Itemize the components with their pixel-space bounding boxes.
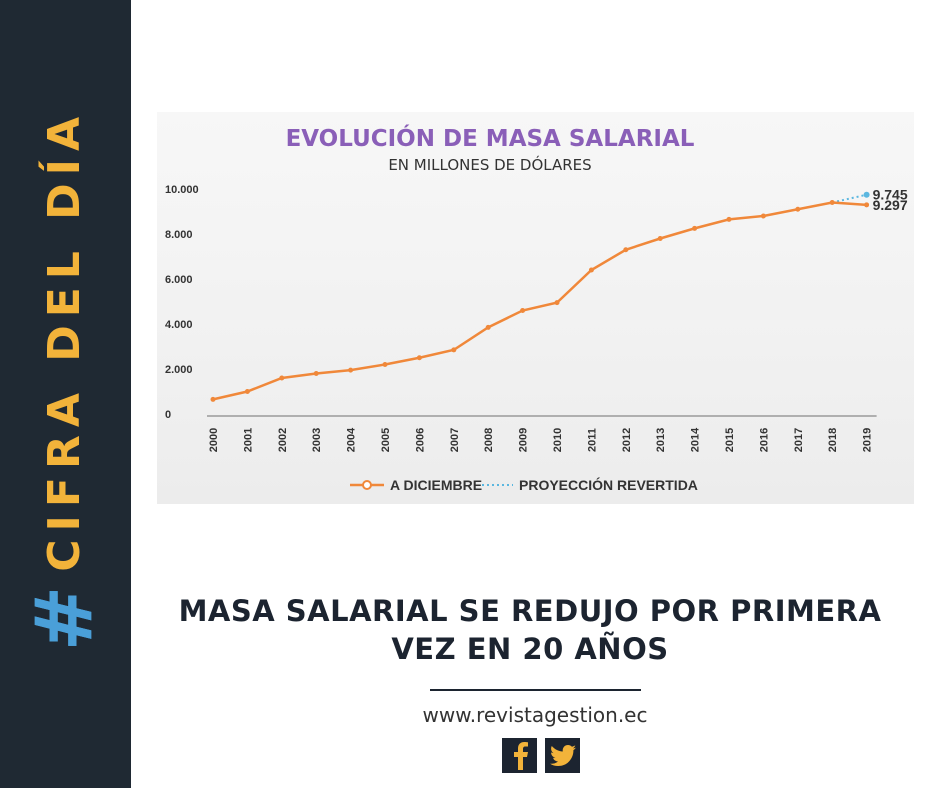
x-tick-label: 2002 — [277, 428, 289, 452]
social-links — [502, 738, 580, 773]
chart-legend: A DICIEMBRE PROYECCIÓN REVERTIDA — [350, 476, 698, 493]
data-point — [692, 225, 698, 231]
divider — [430, 689, 641, 691]
x-tick-label: 2005 — [380, 428, 392, 452]
x-tick-label: 2009 — [518, 428, 530, 452]
data-point — [451, 347, 457, 353]
data-point — [760, 213, 766, 219]
series-line-a-diciembre — [212, 201, 867, 401]
x-tick-label: 2016 — [758, 428, 770, 452]
website-link[interactable]: www.revistagestion.ec — [422, 703, 648, 727]
x-tick-label: 2013 — [655, 428, 667, 452]
data-point — [623, 247, 629, 253]
data-point — [244, 389, 250, 394]
legend-label-a-diciembre: A DICIEMBRE — [390, 477, 482, 493]
chart-subtitle: EN MILLONES DE DÓLARES — [388, 155, 591, 174]
data-point — [554, 300, 560, 306]
data-point — [795, 206, 801, 212]
x-tick-label: 2018 — [827, 428, 839, 452]
x-tick-label: 2000 — [208, 428, 220, 452]
data-point — [726, 216, 732, 222]
y-tick-label: 4.000 — [165, 319, 193, 331]
hashtag-icon: # — [20, 585, 110, 652]
y-tick-label: 0 — [165, 409, 171, 421]
sidebar: # CIFRA DEL DÍA — [0, 0, 131, 788]
data-point — [210, 396, 216, 402]
sidebar-title: CIFRA DEL DÍA — [39, 108, 90, 572]
legend-marker — [362, 480, 372, 490]
annotation-projection: 9.745 — [873, 187, 908, 203]
projection-line — [831, 193, 867, 204]
data-point — [313, 371, 319, 376]
data-point — [416, 355, 422, 361]
data-point — [864, 202, 870, 208]
y-tick-label: 8.000 — [165, 229, 193, 241]
facebook-icon — [513, 741, 528, 770]
x-tick-label: 2007 — [449, 428, 461, 452]
data-point — [520, 308, 526, 313]
cifra-del-dia-label: # CIFRA DEL DÍA — [20, 108, 110, 652]
data-point — [382, 362, 388, 367]
data-point — [485, 324, 491, 330]
y-tick-label: 10.000 — [165, 184, 199, 196]
projection-point — [863, 191, 870, 198]
chart-title: EVOLUCIÓN DE MASA SALARIAL — [286, 124, 695, 152]
data-point — [348, 367, 354, 373]
data-point — [279, 375, 285, 381]
data-point — [657, 236, 663, 241]
x-tick-label: 2011 — [586, 428, 598, 452]
y-tick-label: 2.000 — [165, 364, 193, 376]
x-tick-label: 2001 — [242, 428, 254, 452]
x-tick-label: 2017 — [793, 428, 805, 452]
x-tick-label: 2003 — [311, 428, 323, 452]
chart-axes: 0 2.000 4.000 6.000 8.000 10.000 2000 2001 2002 2… — [165, 184, 877, 452]
x-tick-label: 2015 — [724, 428, 736, 452]
chart-panel: EVOLUCIÓN DE MASA SALARIAL EN MILLONES D… — [157, 112, 914, 504]
x-tick-label: 2008 — [483, 428, 495, 452]
legend-label-proyeccion: PROYECCIÓN REVERTIDA — [519, 476, 698, 493]
facebook-button[interactable] — [502, 738, 537, 773]
x-tick-label: 2004 — [346, 427, 358, 452]
twitter-button[interactable] — [545, 738, 580, 773]
y-tick-label: 6.000 — [165, 274, 193, 286]
salary-chart: EVOLUCIÓN DE MASA SALARIAL EN MILLONES D… — [165, 124, 908, 493]
data-point — [588, 267, 594, 273]
headline: MASA SALARIAL SE REDUJO POR PRIMERA VEZ … — [178, 594, 882, 666]
x-tick-label: 2010 — [552, 428, 564, 452]
x-tick-label: 2019 — [862, 428, 874, 452]
x-tick-label: 2012 — [621, 428, 633, 452]
x-tick-label: 2006 — [414, 428, 426, 452]
x-tick-label: 2014 — [690, 427, 702, 452]
annotation-actual: 9.297 — [873, 197, 908, 213]
data-point — [829, 200, 835, 205]
twitter-icon — [549, 744, 576, 766]
